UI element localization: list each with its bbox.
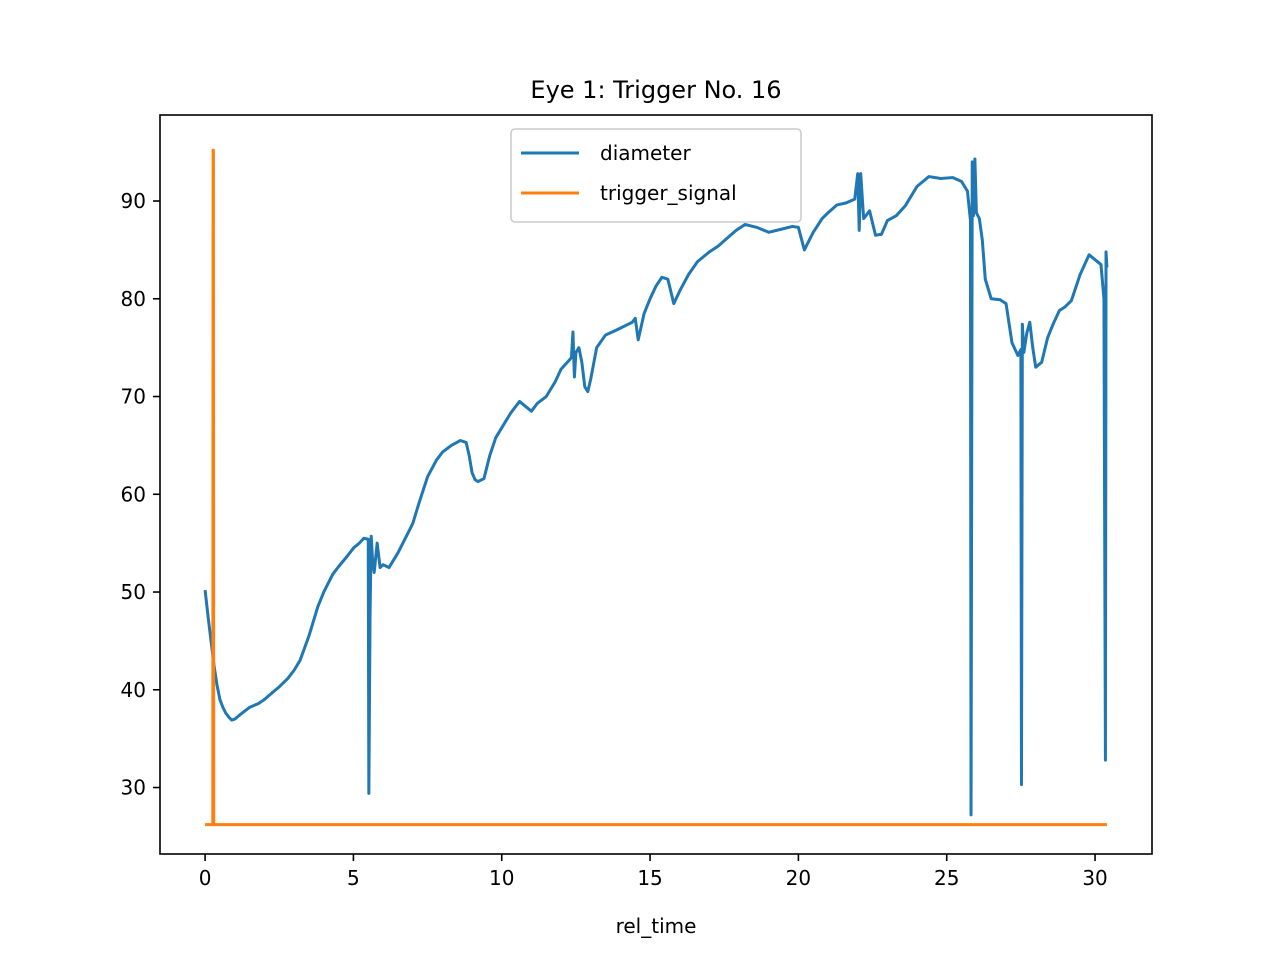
x-axis-title: rel_time [616, 914, 697, 938]
legend: diameter trigger_signal [510, 128, 802, 223]
chart-title: Eye 1: Trigger No. 16 [530, 76, 781, 104]
plot-area [160, 115, 1152, 854]
y-tick-label: 70 [121, 385, 146, 409]
y-tick-label: 30 [121, 776, 146, 800]
x-tick-label: 15 [637, 866, 662, 890]
x-tick-label: 0 [199, 866, 212, 890]
series-line-diameter [203, 157, 1109, 817]
x-tick-label: 30 [1082, 866, 1107, 890]
x-axis: 0 5 10 15 20 25 30 [199, 854, 1108, 890]
y-tick-label: 80 [121, 287, 146, 311]
y-axis: 30 40 50 60 70 80 90 [121, 189, 160, 800]
plot-frame [159, 114, 1153, 855]
legend-label-diameter: diameter [600, 141, 691, 165]
legend-box [510, 128, 802, 223]
y-tick-label: 40 [121, 678, 146, 702]
series-line-trigger-signal [205, 148, 1107, 827]
y-tick-label: 60 [121, 482, 146, 506]
y-tick-label: 50 [121, 580, 146, 604]
series-layer [203, 148, 1109, 827]
x-tick-label: 5 [347, 866, 360, 890]
legend-entries: diameter trigger_signal [521, 141, 737, 205]
x-tick-label: 20 [786, 866, 811, 890]
x-tick-label: 25 [934, 866, 959, 890]
y-tick-label: 90 [121, 189, 146, 213]
x-tick-label: 10 [489, 866, 514, 890]
legend-label-trigger-signal: trigger_signal [600, 181, 737, 205]
